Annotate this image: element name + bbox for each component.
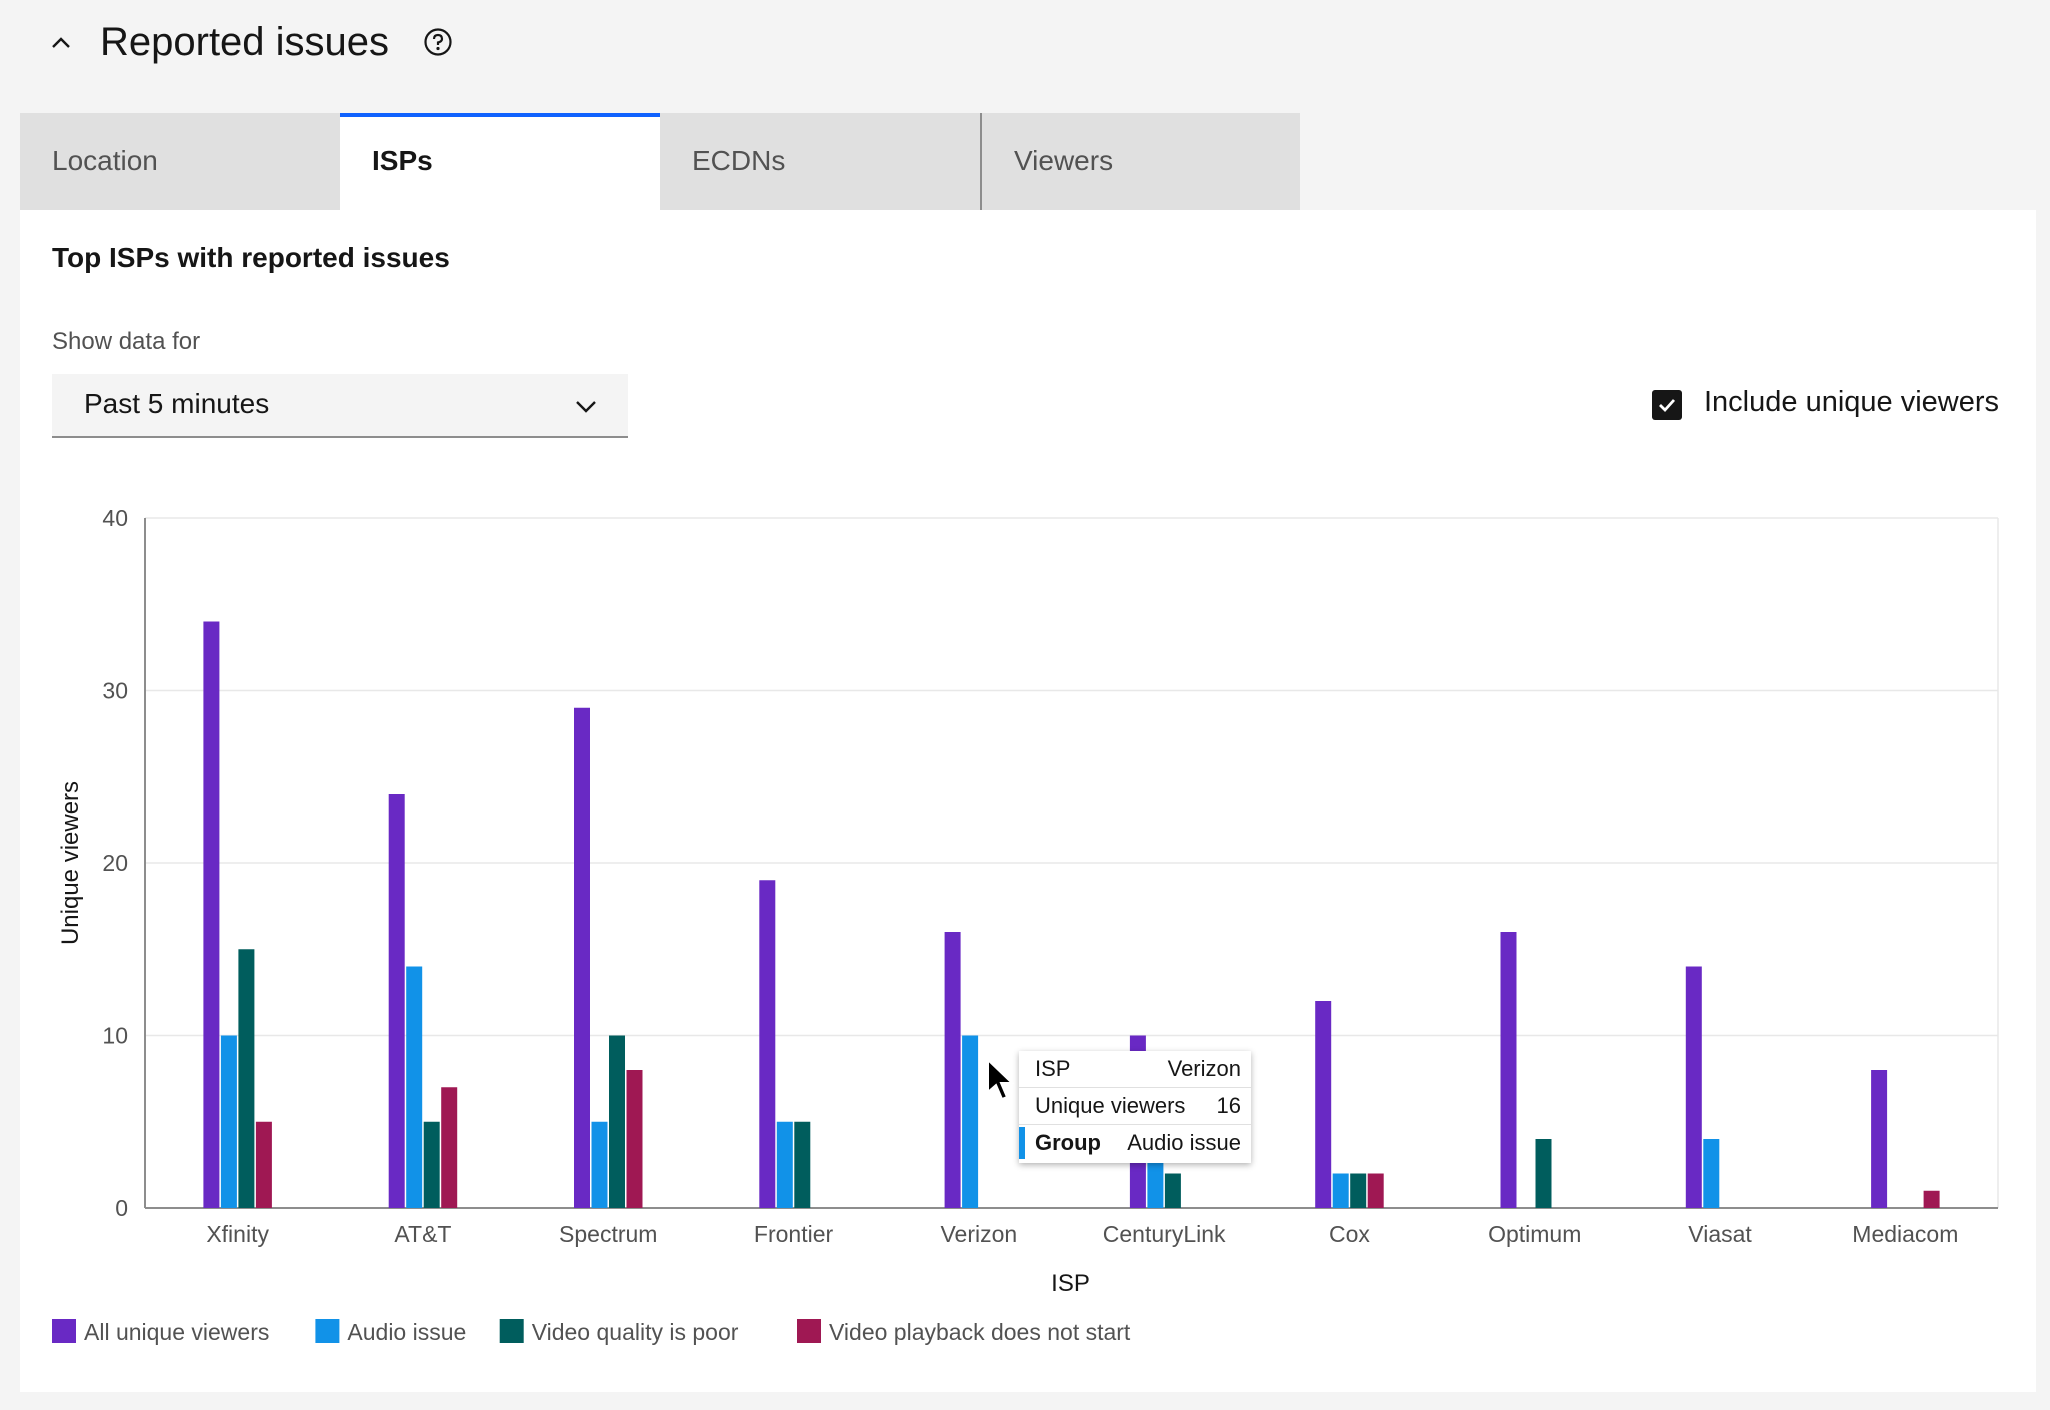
bar xyxy=(794,1121,811,1208)
chart-tooltip: ISP Verizon Unique viewers 16 Group Audi… xyxy=(1019,1051,1251,1163)
bar xyxy=(776,1121,793,1208)
legend-swatch xyxy=(315,1319,340,1343)
bar xyxy=(1685,966,1702,1208)
bar xyxy=(1332,1173,1349,1208)
bar xyxy=(1350,1173,1367,1208)
chevron-up-icon xyxy=(52,37,70,48)
bar xyxy=(1871,1070,1888,1208)
x-tick-label: Optimum xyxy=(1488,1221,1581,1247)
help-button[interactable] xyxy=(420,24,456,60)
tooltip-value: Verizon xyxy=(1167,1056,1241,1081)
help-icon xyxy=(424,28,452,56)
bar xyxy=(1164,1173,1181,1208)
y-tick-label: 20 xyxy=(102,850,128,876)
section-header: Reported issues xyxy=(0,0,2050,110)
bar xyxy=(574,707,590,1208)
y-tick-label: 40 xyxy=(102,505,128,531)
tooltip-key: Unique viewers xyxy=(1035,1093,1186,1118)
legend-label: All unique viewers xyxy=(84,1319,269,1345)
bar xyxy=(220,1035,237,1208)
x-tick-label: AT&T xyxy=(394,1221,451,1247)
bar xyxy=(1500,932,1517,1208)
bar xyxy=(441,1087,458,1208)
bar xyxy=(962,1035,979,1208)
x-tick-label: Spectrum xyxy=(559,1221,657,1247)
dropdown-label: Show data for xyxy=(52,328,201,355)
checkbox-box[interactable] xyxy=(1652,390,1682,420)
tab-isps[interactable]: ISPs xyxy=(340,113,660,210)
y-axis-label: Unique viewers xyxy=(57,781,84,945)
mouse-pointer-icon xyxy=(987,1058,1015,1101)
bar xyxy=(388,794,405,1208)
x-tick-label: Frontier xyxy=(754,1221,834,1247)
bar xyxy=(944,932,961,1208)
legend-label: Audio issue xyxy=(347,1319,466,1345)
bar xyxy=(1367,1173,1384,1208)
bar xyxy=(1315,1001,1332,1208)
x-tick-label: Xfinity xyxy=(206,1221,269,1247)
dropdown-value: Past 5 minutes xyxy=(84,388,270,419)
tooltip-key: Group xyxy=(1035,1130,1101,1155)
y-tick-label: 10 xyxy=(102,1023,128,1049)
tab-viewers[interactable]: Viewers xyxy=(980,113,1300,210)
bar xyxy=(255,1121,272,1208)
tooltip-value: Audio issue xyxy=(1127,1130,1241,1155)
tooltip-row: Group Audio issue xyxy=(1019,1125,1251,1161)
bar xyxy=(626,1070,643,1208)
x-tick-label: Mediacom xyxy=(1852,1221,1958,1247)
tooltip-color-swatch xyxy=(1019,1127,1025,1159)
checkmark-icon xyxy=(1659,399,1676,413)
tooltip-key: ISP xyxy=(1035,1056,1071,1081)
tab-list: Location ISPs ECDNs Viewers xyxy=(20,113,1300,210)
bar xyxy=(759,880,776,1208)
bar xyxy=(591,1121,608,1208)
x-tick-label: Cox xyxy=(1329,1221,1370,1247)
tab-ecdns[interactable]: ECDNs xyxy=(660,113,980,210)
tab-location[interactable]: Location xyxy=(20,113,340,210)
legend-swatch xyxy=(797,1319,821,1343)
legend-swatch xyxy=(499,1319,524,1343)
tooltip-row: ISP Verizon xyxy=(1019,1051,1251,1088)
tooltip-row: Unique viewers 16 xyxy=(1019,1088,1251,1125)
section-title: Reported issues xyxy=(100,20,390,64)
collapse-button[interactable] xyxy=(44,26,78,60)
bar xyxy=(609,1035,625,1208)
checkbox-label: Include unique viewers xyxy=(1704,386,2000,418)
bar xyxy=(1535,1139,1552,1208)
x-tick-label: CenturyLink xyxy=(1103,1221,1226,1247)
bar xyxy=(1703,1139,1720,1208)
y-tick-label: 0 xyxy=(115,1195,128,1221)
bar xyxy=(406,966,423,1208)
tooltip-value: 16 xyxy=(1216,1093,1241,1118)
x-tick-label: Viasat xyxy=(1688,1221,1752,1247)
x-axis-label: ISP xyxy=(1051,1270,1090,1297)
bar xyxy=(203,621,220,1208)
legend-label: Video playback does not start xyxy=(829,1319,1131,1345)
time-range-dropdown[interactable]: Past 5 minutes xyxy=(52,374,628,438)
bar xyxy=(1923,1190,1940,1208)
bar xyxy=(1147,1156,1164,1208)
panel-title: Top ISPs with reported issues xyxy=(52,242,450,273)
legend-swatch xyxy=(52,1319,76,1343)
legend-label: Video quality is poor xyxy=(532,1319,739,1345)
chevron-down-icon xyxy=(576,401,596,413)
x-tick-label: Verizon xyxy=(940,1221,1017,1247)
bar xyxy=(423,1121,440,1208)
bar xyxy=(238,949,255,1208)
y-tick-label: 30 xyxy=(102,678,128,704)
